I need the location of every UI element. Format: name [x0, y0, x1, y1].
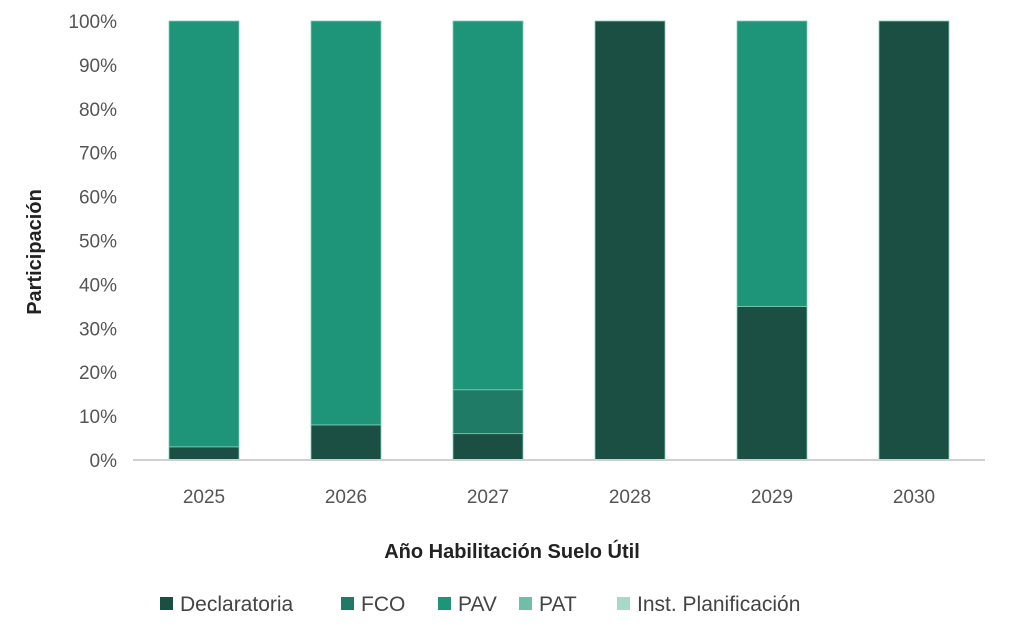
y-axis-label: Participación [24, 189, 46, 315]
y-tick-label: 60% [79, 188, 117, 209]
x-tick-label: 2028 [609, 487, 651, 508]
legend-swatch [519, 597, 532, 610]
y-tick-label: 90% [79, 56, 117, 77]
legend-swatch [160, 597, 173, 610]
legend-item: FCO [341, 593, 405, 616]
y-tick-label: 0% [90, 451, 118, 472]
y-tick-label: 50% [79, 232, 117, 253]
bar-segment-declaratoria-2027 [452, 433, 524, 461]
bar-segment-declaratoria-2028 [594, 20, 666, 461]
legend-label: FCO [361, 593, 405, 616]
y-tick-label: 10% [79, 407, 117, 428]
x-tick-label: 2029 [751, 487, 793, 508]
y-tick-label: 100% [68, 12, 117, 33]
legend-item: Inst. Planificación [617, 593, 800, 616]
legend-item: Declaratoria [160, 593, 294, 616]
x-tick-label: 2027 [467, 487, 509, 508]
x-axis-label: Año Habilitación Suelo Útil [384, 539, 640, 563]
x-tick-label: 2025 [183, 487, 225, 508]
x-tick-label: 2030 [893, 487, 935, 508]
bar-segment-pav-2027 [452, 20, 524, 391]
legend-item: PAT [519, 593, 577, 616]
y-tick-label: 80% [79, 100, 117, 121]
legend-label: PAT [539, 593, 577, 616]
legend-label: PAV [458, 593, 497, 616]
bar-segment-declaratoria-2025 [168, 446, 240, 461]
legend-label: Inst. Planificación [637, 593, 800, 616]
bar-segment-declaratoria-2029 [736, 305, 808, 461]
x-tick-label: 2026 [325, 487, 367, 508]
legend-label: Declaratoria [180, 593, 294, 616]
y-tick-label: 70% [79, 144, 117, 165]
legend-swatch [341, 597, 354, 610]
bar-segment-pav-2025 [168, 20, 240, 448]
bar-segment-pav-2029 [736, 20, 808, 307]
legend-swatch [438, 597, 451, 610]
bar-segment-declaratoria-2030 [878, 20, 950, 461]
y-tick-label: 30% [79, 319, 117, 340]
bar-segment-pav-2026 [310, 20, 382, 426]
bar-segment-fco-2027 [452, 389, 524, 435]
y-tick-label: 40% [79, 275, 117, 296]
y-tick-label: 20% [79, 363, 117, 384]
legend-item: PAV [438, 593, 497, 616]
legend-swatch [617, 597, 630, 610]
bar-segment-declaratoria-2026 [310, 424, 382, 461]
